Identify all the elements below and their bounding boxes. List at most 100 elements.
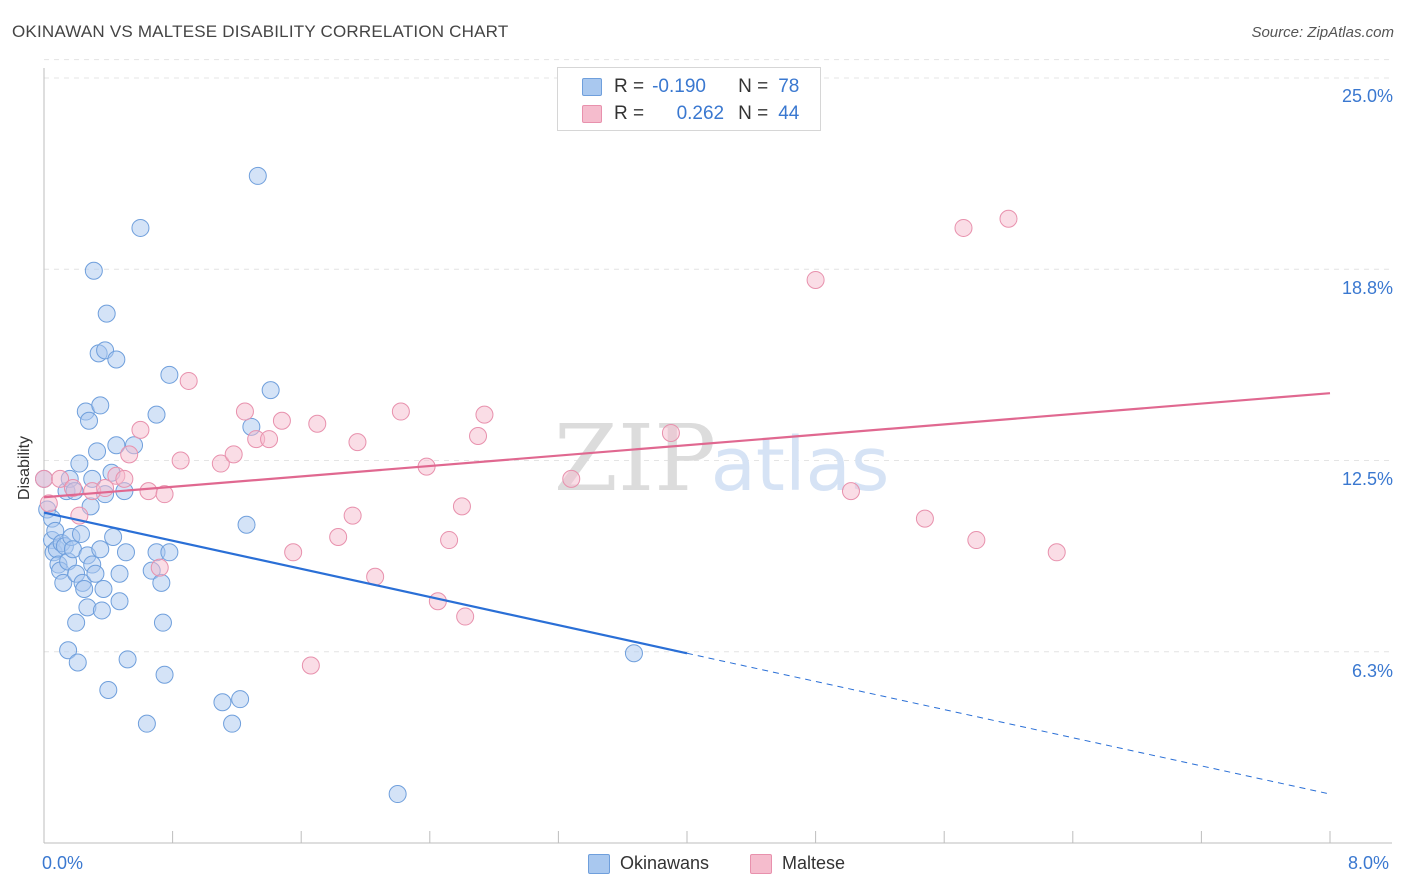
okinawans-point: [153, 613, 172, 632]
legend-row-maltese: R = 0.262 N = 44: [582, 103, 799, 125]
maltese-point: [428, 592, 447, 611]
maltese-points: [35, 209, 1066, 675]
okinawans-point: [213, 693, 232, 712]
watermark: ZIP atlas: [554, 405, 890, 512]
okinawans-point: [59, 641, 78, 660]
okinawans-point: [84, 261, 103, 280]
okinawans-point: [116, 543, 135, 562]
okinawans-point: [261, 381, 280, 400]
okinawans-legend-swatch: [588, 853, 610, 874]
maltese-point: [967, 531, 986, 550]
maltese-point: [115, 469, 134, 488]
okinawans-point: [68, 653, 87, 672]
maltese-point: [35, 469, 53, 488]
maltese-legend-swatch: [750, 853, 772, 874]
r-value: 0.262: [676, 103, 725, 124]
maltese-point: [284, 543, 303, 562]
okinawans-point: [248, 166, 267, 185]
maltese-point: [131, 420, 150, 439]
okinawans-point: [237, 515, 256, 534]
x-tick-label-min: 0.0%: [42, 853, 84, 873]
okinawans-point: [86, 564, 105, 583]
r-label: R =: [614, 76, 645, 97]
okinawans-point: [97, 304, 116, 323]
maltese-point: [224, 445, 243, 464]
okinawans-point: [160, 543, 179, 562]
okinawans-point: [94, 580, 113, 599]
maltese-point: [63, 479, 82, 498]
maltese-legend-label: Maltese: [782, 853, 846, 873]
maltese-point: [999, 209, 1018, 228]
okinawans-swatch: [582, 78, 602, 96]
okinawans-point: [80, 411, 99, 430]
maltese-point: [235, 402, 254, 421]
maltese-point: [440, 531, 459, 550]
chart-title: OKINAWAN VS MALTESE DISABILITY CORRELATI…: [12, 22, 509, 41]
okinawans-point: [624, 644, 643, 663]
gridlines: [44, 59, 1392, 653]
axes: [43, 68, 1392, 844]
correlation-legend: R = -0.190 N = 78 R = 0.262 N = 44: [557, 67, 821, 131]
maltese-point: [562, 469, 581, 488]
maltese-point: [343, 506, 362, 525]
maltese-point: [120, 445, 139, 464]
okinawans-point: [388, 785, 407, 804]
okinawans-point: [160, 365, 179, 384]
okinawans-point: [67, 613, 86, 632]
watermark-atlas: atlas: [711, 422, 890, 508]
legend-item-maltese: Maltese: [750, 853, 845, 874]
maltese-point: [915, 509, 934, 528]
n-value: 44: [778, 103, 800, 124]
maltese-point: [211, 454, 230, 473]
r-value: -0.190: [652, 76, 706, 97]
okinawans-point: [70, 454, 89, 473]
okinawans-point: [91, 396, 110, 415]
maltese-point: [475, 405, 494, 424]
okinawans-point: [147, 405, 166, 424]
maltese-trend-line: [43, 392, 1331, 499]
okinawans-trend-line: [43, 511, 688, 655]
okinawans-trend-extension: [686, 652, 1331, 795]
okinawans-point: [137, 714, 156, 733]
watermark-zip: ZIP: [554, 405, 716, 512]
okinawans-point: [92, 601, 111, 620]
x-tick-label-max: 8.0%: [1348, 853, 1390, 873]
n-label: N =: [738, 103, 769, 124]
y-axis-label: Disability: [16, 435, 33, 500]
maltese-point: [39, 494, 58, 513]
maltese-point: [179, 371, 198, 390]
maltese-point: [806, 270, 825, 289]
maltese-point: [456, 607, 475, 626]
okinawans-point: [118, 650, 137, 669]
okinawans-point: [54, 573, 73, 592]
maltese-point: [954, 218, 973, 237]
okinawans-point: [88, 442, 107, 461]
maltese-point: [150, 558, 169, 577]
n-label: N =: [738, 76, 769, 97]
okinawans-point: [107, 436, 126, 455]
maltese-point: [391, 402, 410, 421]
maltese-point: [272, 411, 291, 430]
maltese-swatch: [582, 105, 602, 123]
maltese-point: [301, 656, 320, 675]
okinawans-point: [223, 714, 242, 733]
maltese-point: [1047, 543, 1066, 562]
legend-row-okinawans: R = -0.190 N = 78: [582, 76, 799, 98]
maltese-point: [260, 430, 279, 449]
maltese-point: [329, 528, 348, 546]
r-label: R =: [614, 103, 645, 124]
maltese-point: [348, 433, 367, 452]
trend-lines: [43, 392, 1331, 795]
maltese-point: [661, 423, 680, 442]
y-tick-label: 18.8%: [1341, 278, 1393, 298]
maltese-point: [171, 451, 190, 470]
y-tick-label: 12.5%: [1341, 469, 1393, 489]
n-value: 78: [778, 76, 800, 97]
maltese-point: [155, 485, 174, 504]
maltese-point: [469, 427, 488, 446]
okinawans-point: [155, 665, 174, 684]
okinawans-point: [71, 524, 90, 543]
okinawans-point: [131, 218, 150, 237]
okinawans-point: [91, 540, 110, 559]
